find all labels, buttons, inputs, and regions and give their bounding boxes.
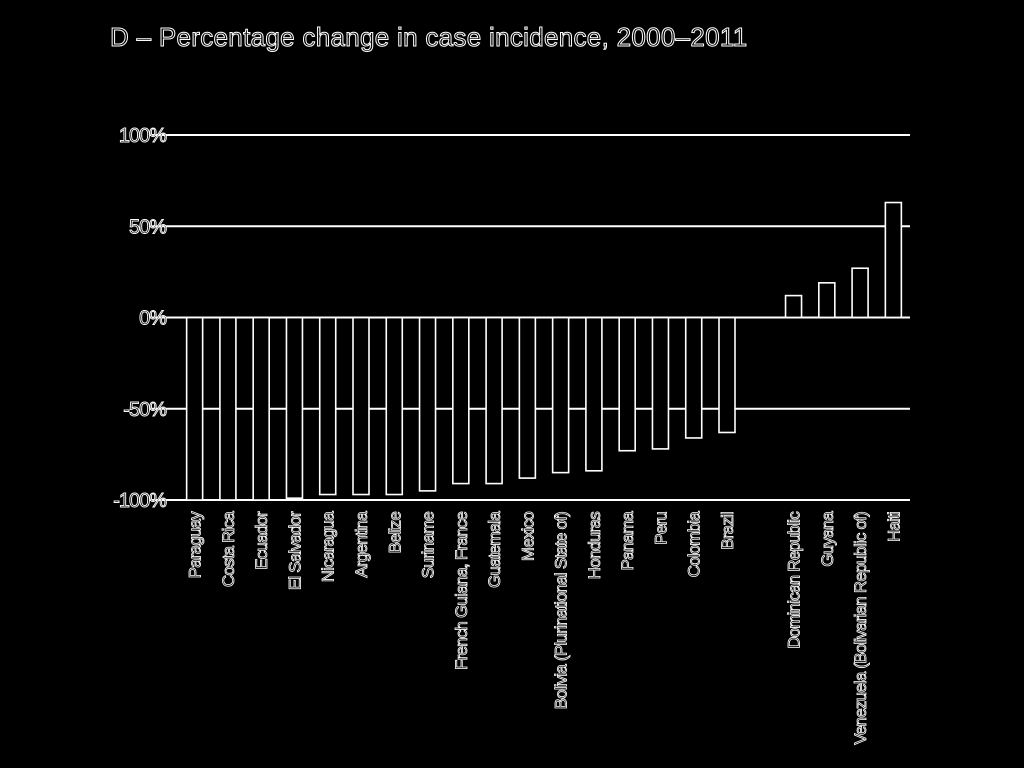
- x-tick-label-peru: Peru: [651, 512, 670, 545]
- x-tick-label-honduras: Honduras: [585, 512, 604, 580]
- bar-suriname: [418, 316, 437, 492]
- bar-brazil: [718, 316, 736, 434]
- bar-french-guiana-france: [452, 316, 470, 485]
- bar-paraguay: [185, 316, 204, 501]
- x-tick-label-guyana: Guyana: [818, 511, 837, 567]
- x-tick-label-guatemala: Guatemala: [485, 511, 504, 588]
- bar-guatemala: [485, 316, 503, 485]
- bar-venezuela-bolivarian-republic-of: [851, 267, 869, 319]
- bar-panama: [618, 316, 636, 452]
- bar-nicaragua: [318, 316, 337, 496]
- x-tick-label-brazil: Brazil: [718, 512, 737, 550]
- x-tick-label-costa-rica: Costa Rica: [219, 511, 238, 587]
- bar-belize: [385, 316, 404, 496]
- x-tick-label-bolivia-plurinational-state-of: Bolivia (Plurinational State of): [552, 512, 571, 710]
- bar-colombia: [684, 316, 703, 439]
- x-tick-label-suriname: Suriname: [419, 512, 438, 579]
- bar-guyana: [818, 282, 836, 319]
- bar-peru: [651, 316, 670, 450]
- y-tick-label: -100%: [113, 490, 167, 512]
- bar-haiti: [884, 201, 903, 319]
- x-tick-label-mexico: Mexico: [518, 512, 537, 561]
- x-tick-label-french-guiana-france: French Guiana, France: [452, 512, 471, 670]
- x-tick-label-colombia: Colombia: [685, 511, 704, 578]
- x-tick-label-nicaragua: Nicaragua: [319, 511, 338, 583]
- x-tick-label-paraguay: Paraguay: [186, 511, 205, 579]
- y-tick-label: 50%: [129, 216, 167, 238]
- bar-costa-rica: [219, 316, 237, 501]
- x-tick-label-panama: Panama: [618, 511, 637, 571]
- x-tick-label-dominican-republic: Dominican Republic: [785, 511, 804, 649]
- x-tick-label-haiti: Haiti: [884, 512, 903, 542]
- bar-argentina: [352, 316, 370, 496]
- x-tick-label-el-salvador: El Salvador: [285, 511, 304, 590]
- bar-dominican-republic: [784, 294, 803, 319]
- bar-el-salvador: [285, 316, 304, 499]
- x-tick-label-belize: Belize: [385, 512, 404, 554]
- y-tick-label: -50%: [123, 399, 167, 421]
- y-tick-label: 0%: [139, 308, 167, 330]
- chart-title: D – Percentage change in case incidence,…: [110, 22, 748, 53]
- x-tick-label-venezuela-bolivarian-republic-of: Venezuela (Bolivarian Republic of): [851, 512, 870, 745]
- bar-honduras: [585, 316, 603, 472]
- x-tick-label-argentina: Argentina: [352, 511, 371, 578]
- bar-mexico: [518, 316, 537, 479]
- bar-ecuador: [252, 316, 270, 501]
- y-tick-label: 100%: [119, 125, 167, 147]
- bar-bolivia-plurinational-state-of: [551, 316, 570, 474]
- x-tick-label-ecuador: Ecuador: [252, 511, 271, 570]
